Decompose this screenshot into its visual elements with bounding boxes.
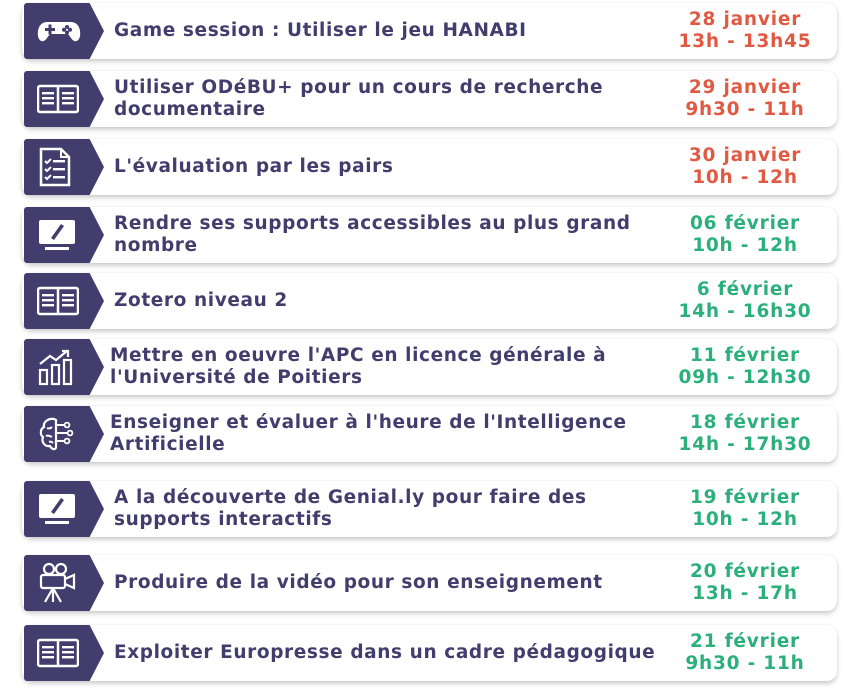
session-title: Zotero niveau 2 — [114, 290, 288, 311]
icon-badge — [24, 273, 104, 329]
session-date: 11 février 09h - 12h30 — [665, 339, 825, 395]
icon-badge — [24, 71, 104, 127]
icon-badge — [24, 406, 104, 462]
session-title: Game session : Utiliser le jeu HANABI — [114, 20, 527, 41]
session-title: Produire de la vidéo pour son enseigneme… — [114, 572, 603, 593]
session-time: 10h - 12h — [692, 167, 798, 188]
monitor-icon — [39, 494, 75, 524]
checklist-icon — [39, 147, 71, 187]
session-row[interactable]: Mettre en oeuvre l'APC en licence généra… — [22, 339, 837, 395]
session-day: 18 février — [690, 412, 800, 433]
session-time: 10h - 12h — [692, 235, 798, 256]
session-day: 28 janvier — [688, 9, 802, 30]
session-title: Rendre ses supports accessibles au plus … — [114, 213, 631, 256]
session-title: A la découverte de Genial.ly pour faire … — [114, 487, 587, 530]
session-day: 06 février — [690, 213, 800, 234]
session-day: 11 février — [690, 345, 800, 366]
session-title: Mettre en oeuvre l'APC en licence généra… — [110, 345, 607, 388]
session-day: 29 janvier — [688, 77, 802, 98]
session-time: 13h - 13h45 — [678, 31, 812, 52]
session-title: Utiliser ODéBU+ pour un cours de recherc… — [114, 77, 604, 120]
session-row[interactable]: Zotero niveau 2 6 février 14h - 16h30 — [22, 273, 837, 329]
session-title: Enseigner et évaluer à l'heure de l'Inte… — [110, 412, 627, 455]
session-title: L'évaluation par les pairs — [114, 156, 394, 177]
session-day: 21 février — [690, 631, 800, 652]
video-camera-icon — [39, 562, 76, 603]
session-row[interactable]: Rendre ses supports accessibles au plus … — [22, 207, 837, 263]
session-date: 6 février 14h - 16h30 — [665, 273, 825, 329]
icon-badge — [24, 3, 104, 59]
book-icon — [37, 84, 79, 114]
session-date: 19 février 10h - 12h — [665, 481, 825, 537]
session-time: 10h - 12h — [692, 509, 798, 530]
session-day: 6 février — [696, 279, 794, 300]
ai-brain-icon — [39, 417, 74, 451]
session-row[interactable]: Game session : Utiliser le jeu HANABI 28… — [22, 3, 837, 59]
book-icon — [37, 638, 79, 668]
session-row[interactable]: Exploiter Europresse dans un cadre pédag… — [22, 625, 837, 681]
session-date: 21 février 9h30 - 11h — [665, 625, 825, 681]
session-row[interactable]: Produire de la vidéo pour son enseigneme… — [22, 555, 837, 611]
session-day: 30 janvier — [688, 145, 802, 166]
session-row[interactable]: Enseigner et évaluer à l'heure de l'Inte… — [22, 406, 837, 462]
session-time: 9h30 - 11h — [685, 99, 805, 120]
session-time: 9h30 - 11h — [685, 653, 805, 674]
session-date: 30 janvier 10h - 12h — [665, 139, 825, 195]
session-day: 19 février — [690, 487, 800, 508]
book-icon — [37, 286, 79, 316]
icon-badge — [24, 625, 104, 681]
icon-badge — [24, 339, 104, 395]
session-time: 09h - 12h30 — [678, 367, 812, 388]
chart-growth-icon — [38, 349, 73, 386]
gamepad-icon — [37, 22, 81, 42]
icon-badge — [24, 481, 104, 537]
monitor-icon — [39, 220, 75, 250]
session-time: 14h - 16h30 — [678, 301, 812, 322]
session-row[interactable]: A la découverte de Genial.ly pour faire … — [22, 481, 837, 537]
session-time: 14h - 17h30 — [678, 434, 812, 455]
icon-badge — [24, 555, 104, 611]
session-row[interactable]: L'évaluation par les pairs 30 janvier 10… — [22, 139, 837, 195]
session-date: 18 février 14h - 17h30 — [665, 406, 825, 462]
session-day: 20 février — [690, 561, 800, 582]
session-date: 28 janvier 13h - 13h45 — [665, 3, 825, 59]
session-time: 13h - 17h — [692, 583, 798, 604]
icon-badge — [24, 139, 104, 195]
session-date: 20 février 13h - 17h — [665, 555, 825, 611]
session-date: 06 février 10h - 12h — [665, 207, 825, 263]
session-date: 29 janvier 9h30 - 11h — [665, 71, 825, 127]
icon-badge — [24, 207, 104, 263]
session-title: Exploiter Europresse dans un cadre pédag… — [114, 642, 656, 663]
session-row[interactable]: Utiliser ODéBU+ pour un cours de recherc… — [22, 71, 837, 127]
